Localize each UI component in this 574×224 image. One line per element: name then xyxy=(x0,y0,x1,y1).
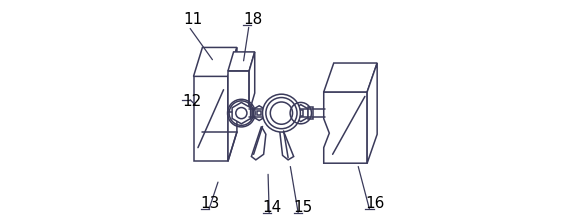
Text: 14: 14 xyxy=(262,200,282,215)
Polygon shape xyxy=(298,110,304,116)
Polygon shape xyxy=(257,111,261,115)
Text: 12: 12 xyxy=(182,95,201,110)
Polygon shape xyxy=(251,127,266,160)
Polygon shape xyxy=(249,52,255,112)
Text: 18: 18 xyxy=(243,12,262,27)
Polygon shape xyxy=(324,63,377,92)
Polygon shape xyxy=(193,47,237,76)
Polygon shape xyxy=(228,52,255,71)
Circle shape xyxy=(236,108,247,119)
Polygon shape xyxy=(367,63,377,163)
Polygon shape xyxy=(293,105,308,122)
Polygon shape xyxy=(324,92,367,163)
Polygon shape xyxy=(253,106,266,121)
Polygon shape xyxy=(266,106,279,120)
Text: 11: 11 xyxy=(183,12,202,27)
Polygon shape xyxy=(228,47,237,161)
Circle shape xyxy=(262,94,300,132)
Polygon shape xyxy=(193,76,228,161)
Polygon shape xyxy=(228,71,249,112)
Text: 13: 13 xyxy=(201,196,220,211)
Polygon shape xyxy=(279,127,294,160)
Polygon shape xyxy=(308,107,313,119)
Text: 16: 16 xyxy=(366,196,385,211)
Polygon shape xyxy=(238,110,245,116)
Polygon shape xyxy=(248,108,251,119)
Text: 15: 15 xyxy=(294,200,313,215)
Polygon shape xyxy=(232,102,251,124)
